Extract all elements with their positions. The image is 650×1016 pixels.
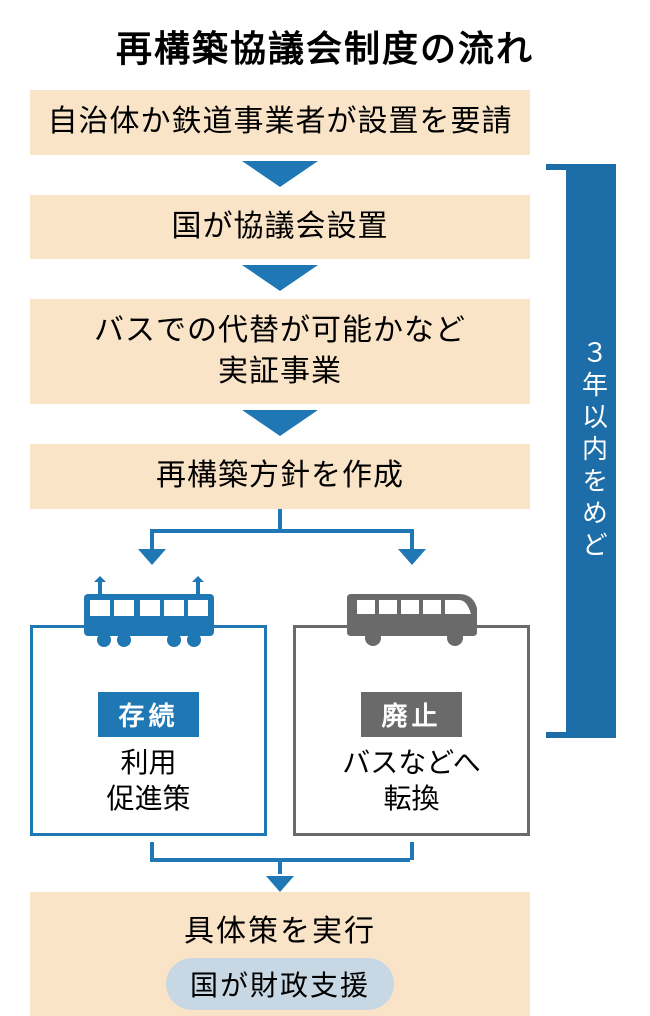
step-2: 国が協議会設置: [30, 195, 530, 260]
step-1: 自治体か鉄道事業者が設置を要請: [30, 90, 530, 155]
support-pill: 国が財政支援: [166, 958, 394, 1010]
merge-connector: [30, 842, 530, 892]
badge-continue: 存続: [98, 692, 198, 737]
final-step: 具体策を実行 国が財政支援: [30, 892, 530, 1016]
diagram-title: 再構築協議会制度の流れ: [30, 20, 620, 72]
badge-abolish: 廃止: [361, 692, 461, 737]
arrow-2: [242, 265, 318, 291]
step-3: バスでの代替が可能かなど 実証事業: [30, 299, 530, 404]
option-right-box: 廃止 バスなどへ 転換: [293, 625, 530, 837]
final-line: 具体策を実行: [30, 906, 530, 950]
option-left-box: 存続 利用 促進策: [30, 625, 267, 837]
option-left-text: 利用 促進策: [41, 745, 256, 818]
bracket-label: ３年以内をめど: [572, 164, 616, 738]
bracket-column: ３年以内をめど: [546, 164, 616, 738]
split-connector: [30, 509, 530, 565]
bus-icon: [296, 576, 527, 648]
arrow-3: [242, 410, 318, 436]
flow-column: 自治体か鉄道事業者が設置を要請 国が協議会設置 バスでの代替が可能かなど 実証事…: [30, 90, 530, 1016]
arrow-1: [242, 161, 318, 187]
bracket-shape: [546, 164, 572, 738]
train-icon: [33, 576, 264, 648]
options-row: 存続 利用 促進策 廃止: [30, 625, 530, 837]
step-4: 再構築方針を作成: [30, 444, 530, 509]
option-right-text: バスなどへ 転換: [304, 745, 519, 818]
